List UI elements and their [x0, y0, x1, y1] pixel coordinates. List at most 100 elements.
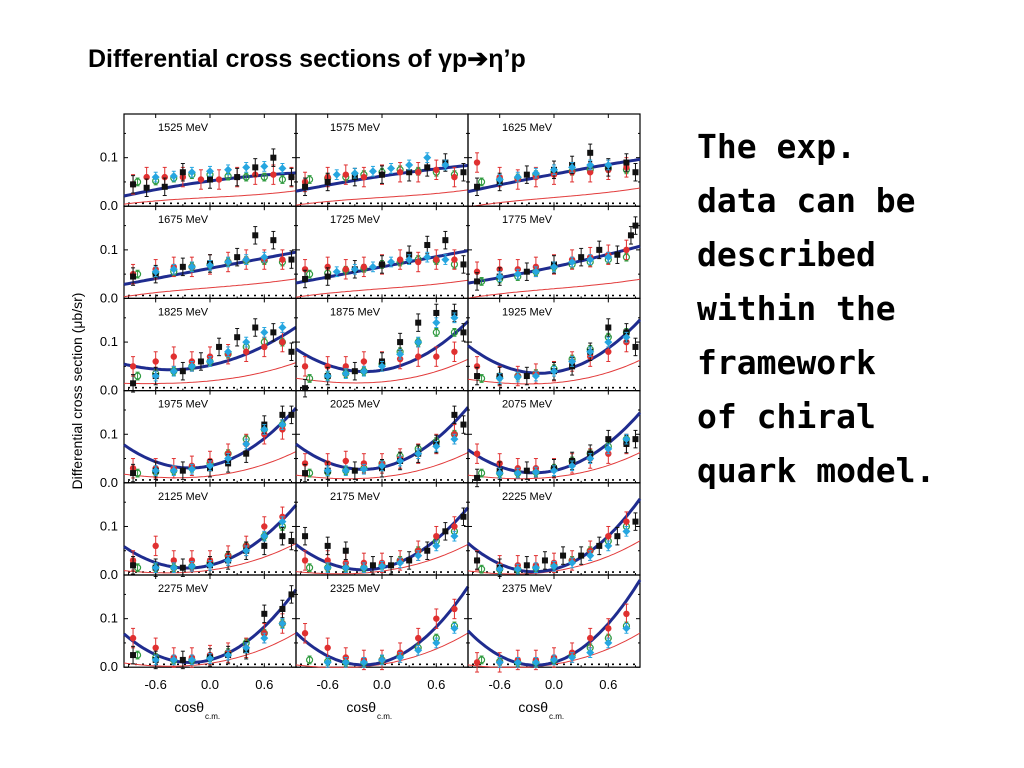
- data-point-cyan: [341, 658, 350, 667]
- data-point-black: [270, 237, 277, 244]
- theory-curve-red: [124, 362, 297, 385]
- data-point-black: [302, 533, 309, 540]
- energy-label: 1775 MeV: [502, 214, 553, 226]
- data-point-black: [302, 183, 309, 190]
- data-point-cyan: [224, 651, 233, 660]
- theory-curve-red: [295, 358, 469, 384]
- data-point-black: [179, 263, 186, 270]
- data-point-cyan: [260, 634, 269, 643]
- data-point-red: [473, 450, 481, 457]
- data-point-black: [342, 547, 349, 554]
- data-point-cyan: [513, 469, 522, 478]
- x-tick-label: 0.0: [545, 677, 563, 692]
- data-point-black: [252, 232, 259, 239]
- data-point-black: [632, 436, 639, 443]
- data-point-cyan: [242, 255, 251, 264]
- data-point-cyan: [396, 558, 405, 567]
- data-point-red: [623, 610, 630, 618]
- data-point-cyan: [604, 160, 613, 169]
- y-tick-label: 0.0: [100, 659, 118, 674]
- data-point-red: [215, 176, 223, 183]
- data-point-cyan: [206, 461, 214, 470]
- data-point-black: [130, 562, 137, 569]
- data-point-cyan: [206, 261, 214, 270]
- data-point-black: [442, 237, 449, 244]
- energy-label: 1875 MeV: [330, 306, 381, 318]
- y-axis-label: Differential cross section (μb/sr): [69, 293, 85, 490]
- data-point-cyan: [495, 469, 504, 478]
- data-point-cyan: [151, 563, 160, 572]
- data-point-red: [342, 363, 349, 370]
- data-point-cyan: [441, 160, 450, 169]
- data-point-red: [342, 171, 349, 178]
- data-point-cyan: [151, 372, 160, 381]
- data-point-cyan: [169, 265, 178, 274]
- data-point-cyan: [513, 270, 522, 279]
- data-point-red: [451, 256, 458, 263]
- data-point-cyan: [169, 172, 178, 181]
- data-point-black: [351, 368, 358, 375]
- data-point-red: [623, 518, 630, 525]
- energy-label: 1575 MeV: [330, 122, 381, 134]
- data-point-black: [234, 174, 241, 181]
- data-point-black: [302, 275, 309, 282]
- side-text-line: within the: [697, 289, 896, 328]
- data-point-cyan: [242, 163, 251, 172]
- data-point-cyan: [187, 168, 196, 177]
- data-point-green: [305, 270, 314, 278]
- panel-frame: [295, 205, 469, 299]
- data-point-cyan: [206, 561, 214, 570]
- data-point-cyan: [260, 532, 269, 541]
- data-point-black: [234, 254, 241, 261]
- data-point-black: [288, 411, 295, 418]
- data-point-black: [130, 181, 137, 188]
- energy-label: 1925 MeV: [502, 306, 553, 318]
- data-point-black: [474, 474, 481, 481]
- energy-label: 2275 MeV: [158, 583, 209, 595]
- data-point-cyan: [224, 258, 233, 267]
- data-point-cyan: [278, 420, 287, 429]
- energy-label: 2025 MeV: [330, 399, 381, 411]
- data-point-cyan: [568, 461, 577, 470]
- data-point-cyan: [187, 362, 196, 371]
- data-point-cyan: [260, 253, 269, 262]
- y-tick-label: 0.1: [100, 611, 118, 626]
- data-point-cyan: [341, 466, 350, 475]
- data-point-cyan: [260, 425, 269, 434]
- data-point-cyan: [604, 541, 613, 550]
- data-point-cyan: [450, 624, 459, 633]
- panel: 1975 MeV 0.0 0.1: [100, 390, 298, 490]
- data-point-red: [473, 659, 481, 666]
- data-point-cyan: [242, 546, 251, 555]
- data-point-black: [252, 164, 259, 171]
- panel-frame: [467, 113, 641, 207]
- data-point-cyan: [224, 347, 233, 356]
- data-point-black: [179, 656, 186, 663]
- data-point-cyan: [359, 465, 368, 474]
- data-point-black: [460, 329, 467, 336]
- theory-curve-red: [467, 359, 641, 385]
- data-point-black: [270, 329, 277, 336]
- theory-curve-red: [467, 278, 641, 299]
- data-point-black: [523, 467, 530, 474]
- panel: 1625 MeV: [467, 113, 641, 207]
- y-tick-label: 0.0: [100, 383, 118, 398]
- data-point-black: [179, 467, 186, 474]
- data-point-red: [188, 557, 196, 564]
- data-point-cyan: [387, 258, 396, 267]
- data-point-cyan: [260, 328, 269, 337]
- data-point-black: [130, 273, 137, 280]
- x-axis-label-subscript: c.m.: [205, 712, 220, 721]
- y-tick-label: 0.1: [100, 242, 118, 257]
- data-point-red: [279, 338, 286, 346]
- data-point-black: [632, 169, 639, 176]
- data-point-black: [523, 373, 530, 380]
- data-point-black: [279, 411, 286, 418]
- x-tick-label: -0.6: [316, 677, 338, 692]
- data-point-cyan: [550, 466, 558, 475]
- panel: 2375 MeV: [466, 574, 642, 673]
- y-tick-label: 0.0: [100, 290, 118, 305]
- data-point-green: [305, 374, 314, 383]
- data-point-cyan: [423, 153, 432, 162]
- data-point-cyan: [622, 435, 631, 444]
